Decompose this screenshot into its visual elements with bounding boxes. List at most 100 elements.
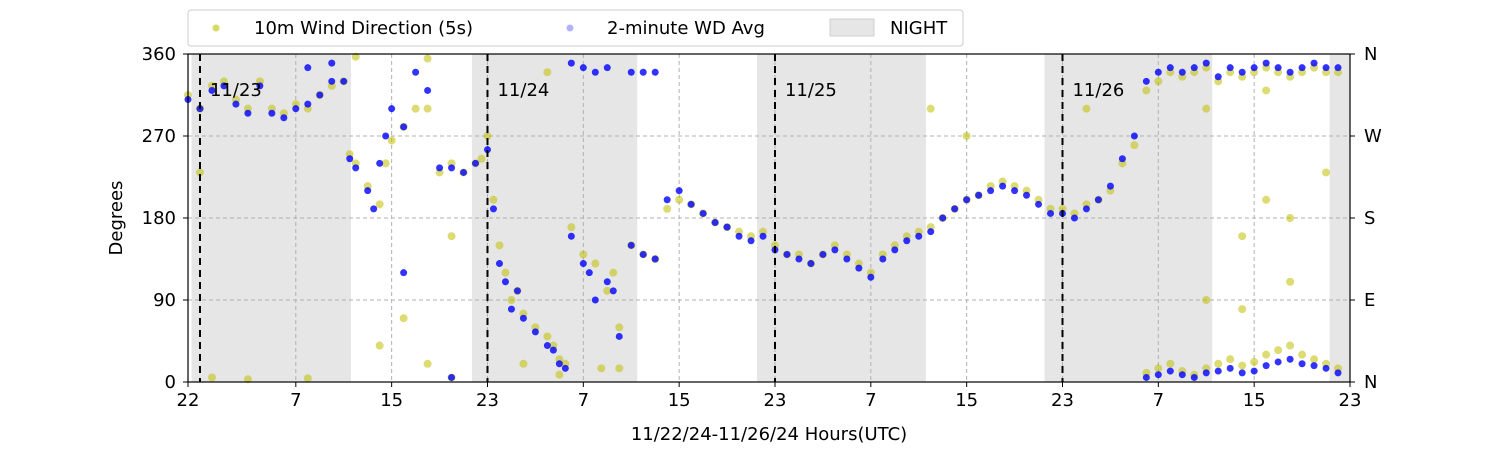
series-0-point <box>375 200 384 209</box>
series-1-point <box>220 82 228 90</box>
series-1-point <box>831 246 839 254</box>
series-1-point <box>232 100 240 108</box>
series-1-point <box>1238 68 1246 76</box>
series-0-point <box>1298 350 1307 359</box>
series-0-point <box>1226 355 1235 364</box>
series-1-point <box>939 214 947 222</box>
series-1-point <box>615 332 623 340</box>
series-1-point <box>603 278 611 286</box>
series-1-point <box>1202 59 1210 67</box>
series-1-point <box>472 159 480 167</box>
y-tick-label: 90 <box>153 290 176 311</box>
series-0-point <box>489 195 498 204</box>
series-1-point <box>555 360 563 368</box>
series-0-point <box>519 359 528 368</box>
y-tick-label: 0 <box>165 372 176 393</box>
series-1-point <box>1226 64 1234 72</box>
legend-night-label: NIGHT <box>890 18 948 39</box>
series-0-point <box>1286 341 1295 350</box>
series-1-point <box>376 159 384 167</box>
series-1-point <box>256 82 264 90</box>
series-1-point <box>1226 364 1234 372</box>
series-1-point <box>1154 68 1162 76</box>
series-1-point <box>1070 214 1078 222</box>
series-0-point <box>381 159 390 168</box>
series-1-point <box>783 250 791 258</box>
y2-axis-ticks: N E S W N <box>1350 44 1382 393</box>
y2-tick-label: N <box>1364 372 1377 393</box>
series-1-point <box>1238 369 1246 377</box>
legend-night-patch <box>829 18 875 37</box>
series-1-point <box>280 114 288 122</box>
x-axis-ticks: 22 7 15 23 7 15 23 7 15 23 7 15 23 <box>177 382 1361 411</box>
y2-tick-label: N <box>1364 44 1377 65</box>
series-0-point <box>501 268 510 277</box>
x-tick-label: 15 <box>668 390 691 411</box>
series-0-point <box>962 132 971 140</box>
series-1-point <box>1286 355 1294 363</box>
day-marker-label: 11/25 <box>785 80 837 101</box>
day-marker-label: 11/26 <box>1072 80 1124 101</box>
series-1-point <box>723 223 731 231</box>
series-1-point <box>951 205 959 213</box>
series-0-point <box>591 259 600 268</box>
series-0-point <box>1262 195 1271 204</box>
series-0-point <box>663 204 672 213</box>
series-1-point <box>1274 64 1282 72</box>
series-1-point <box>987 187 995 195</box>
series-1-point <box>1011 187 1019 195</box>
legend-marker-series-0 <box>212 24 220 32</box>
x-tick-label: 7 <box>1153 390 1164 411</box>
x-tick-label: 15 <box>955 390 978 411</box>
x-tick-label: 15 <box>380 390 403 411</box>
series-1-point <box>1142 373 1150 381</box>
legend-label-series-1: 2-minute WD Avg <box>607 18 765 39</box>
series-1-point <box>591 68 599 76</box>
y-axis-label: Degrees <box>106 181 127 256</box>
series-1-point <box>609 287 617 295</box>
series-1-point <box>268 109 276 117</box>
series-1-point <box>747 237 755 245</box>
series-0-point <box>303 374 312 383</box>
x-tick-label: 7 <box>290 390 301 411</box>
series-1-point <box>1274 358 1282 366</box>
series-1-point <box>1035 200 1043 208</box>
series-0-point <box>423 359 432 368</box>
series-1-point <box>591 296 599 304</box>
series-1-point <box>807 260 815 268</box>
series-1-point <box>519 314 527 322</box>
series-1-point <box>1106 182 1114 190</box>
series-1-point <box>352 164 360 172</box>
series-1-point <box>364 187 372 195</box>
series-1-point <box>1130 132 1138 140</box>
series-1-point <box>1310 59 1318 67</box>
series-1-point <box>651 68 659 76</box>
series-1-point <box>346 155 354 163</box>
series-0-point <box>1082 104 1091 113</box>
series-1-point <box>699 209 707 217</box>
series-1-point <box>927 228 935 236</box>
series-1-point <box>1298 64 1306 72</box>
y-axis-ticks: 0 90 180 270 360 <box>142 44 188 393</box>
series-0-point <box>1154 364 1163 373</box>
series-0-point <box>495 241 504 250</box>
series-1-point <box>1190 373 1198 381</box>
series-1-point <box>879 255 887 263</box>
series-0-point <box>1322 168 1331 177</box>
series-0-point <box>543 68 552 77</box>
series-0-point <box>243 375 252 384</box>
series-0-point <box>195 168 204 177</box>
series-1-point <box>549 346 557 354</box>
series-0-point <box>1238 232 1247 241</box>
series-0-point <box>603 286 612 295</box>
series-1-point <box>627 68 635 76</box>
series-1-point <box>1262 362 1270 370</box>
series-1-point <box>1250 64 1258 72</box>
series-1-point <box>585 269 593 277</box>
series-0-point <box>447 232 456 241</box>
series-1-point <box>735 232 743 240</box>
y-tick-label: 270 <box>142 126 176 147</box>
series-1-point <box>1286 68 1294 76</box>
series-1-point <box>915 232 923 240</box>
